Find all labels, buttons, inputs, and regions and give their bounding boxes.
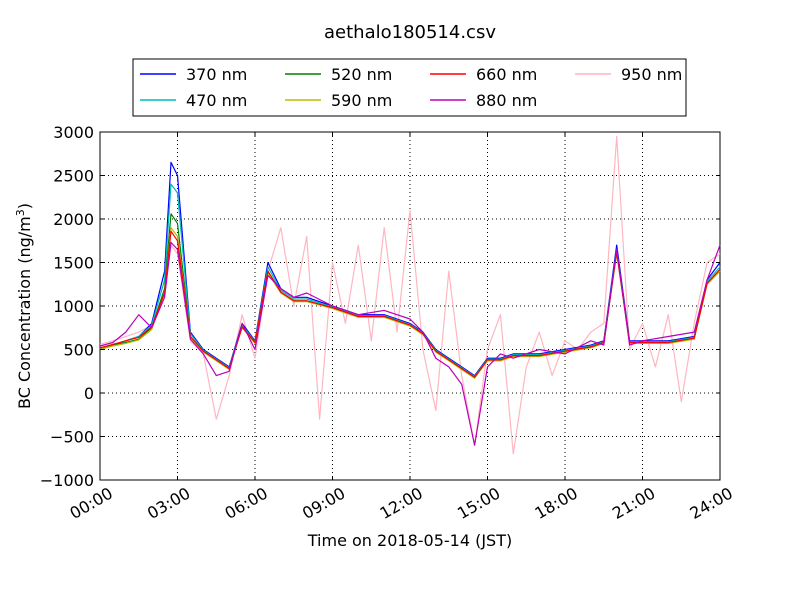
legend: 370 nm 470 nm 520 nm 590 nm 660 nm 880 nm 950 … — [132, 58, 687, 117]
x-tick-label: 24:00 — [687, 483, 736, 523]
y-tick-label: 2000 — [53, 210, 94, 229]
y-tick-label: 1500 — [53, 254, 94, 273]
grid — [100, 132, 720, 480]
y-tick-label: −500 — [50, 428, 94, 447]
legend-label: 470 nm — [186, 91, 247, 110]
y-tick-label: 3000 — [53, 123, 94, 142]
legend-label: 590 nm — [331, 91, 392, 110]
series-line-880-nm — [99, 241, 721, 446]
y-tick-label: 0 — [84, 384, 94, 403]
y-axis-ticks: −1000 −500 0 500 1000 1500 2000 2500 3000 — [40, 123, 720, 490]
chart-title: aethalo180514.csv — [324, 22, 496, 43]
x-tick-label: 03:00 — [144, 483, 193, 523]
y-axis-label-superscript: 3 — [14, 209, 27, 216]
legend-box — [132, 58, 687, 117]
x-tick-label: 09:00 — [299, 483, 348, 523]
legend-label: 950 nm — [621, 65, 682, 84]
legend-label: 520 nm — [331, 65, 392, 84]
y-tick-label: −1000 — [40, 471, 94, 490]
x-tick-label: 15:00 — [454, 483, 503, 523]
x-tick-label: 12:00 — [377, 483, 426, 523]
series-line-950-nm — [99, 135, 721, 455]
y-tick-label: 500 — [63, 341, 94, 360]
plot-lines — [99, 135, 721, 455]
x-axis-label: Time on 2018-05-14 (JST) — [307, 531, 512, 550]
y-tick-label: 1000 — [53, 297, 94, 316]
y-axis-label: BC Concentration (ng/m3) — [14, 203, 34, 409]
x-axis-ticks: 00:00 03:00 06:00 09:00 12:00 15:00 18:00 21:00… — [67, 132, 736, 523]
x-tick-label: 06:00 — [222, 483, 271, 523]
legend-label: 370 nm — [186, 65, 247, 84]
y-tick-label: 2500 — [53, 167, 94, 186]
x-tick-label: 18:00 — [532, 483, 581, 523]
y-axis-label-main: BC Concentration (ng/m — [15, 216, 34, 409]
legend-label: 660 nm — [476, 65, 537, 84]
x-tick-label: 21:00 — [609, 483, 658, 523]
y-axis-label-end: ) — [15, 203, 34, 209]
legend-label: 880 nm — [476, 91, 537, 110]
